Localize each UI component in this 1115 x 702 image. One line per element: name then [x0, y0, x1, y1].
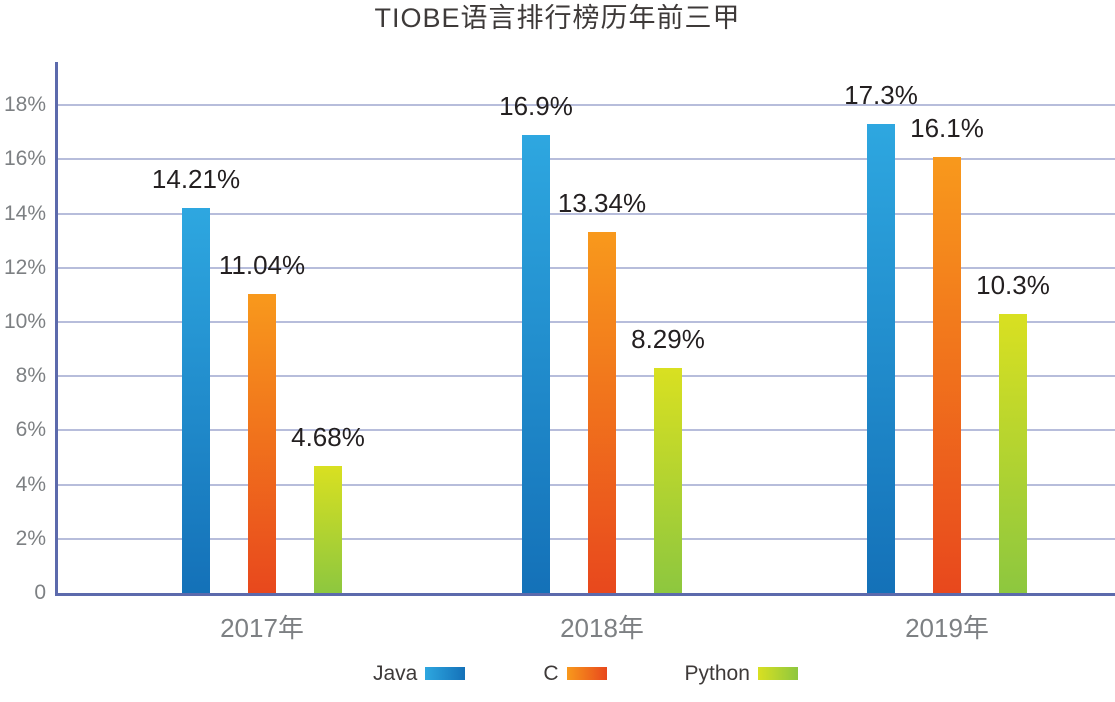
y-axis-line — [55, 62, 58, 596]
y-tick-label: 4% — [15, 472, 46, 496]
y-tick-label: 6% — [15, 418, 46, 442]
y-tick-label: 0 — [34, 581, 46, 604]
x-category-label-2019年: 2019年 — [905, 613, 989, 643]
legend: Java C Python — [373, 663, 798, 684]
y-tick-label: 12% — [3, 255, 46, 279]
gridline-10% — [58, 321, 1115, 323]
bar-value-label-python-2019年: 10.3% — [976, 269, 1050, 300]
legend-swatch-python — [757, 667, 798, 680]
chart-title: TIOBE语言排行榜历年前三甲 — [374, 3, 741, 33]
bar-value-label-c-2017年: 11.04% — [218, 249, 306, 280]
gridline-2% — [58, 537, 1115, 540]
gridline-8% — [58, 375, 1115, 378]
x-axis-line — [55, 593, 1115, 596]
bar-python-2018年 — [654, 368, 682, 593]
bar-value-label-python-2018年: 8.29% — [631, 324, 705, 355]
y-tick-label: 18% — [3, 93, 46, 117]
bar-value-label-java-2019年: 17.3% — [844, 80, 918, 111]
bar-python-2019年 — [999, 313, 1027, 593]
x-category-label-2018年: 2018年 — [560, 613, 644, 643]
bar-python-2017年 — [314, 466, 342, 593]
y-axis-tick-labels: 0 2% 4% 6% 8% 10% 12% 14% 16% 18% — [0, 62, 46, 604]
y-tick-label: 10% — [3, 310, 46, 333]
x-category-label-2017年: 2017年 — [220, 613, 304, 643]
legend-item-c: C — [543, 662, 607, 685]
legend-item-python: Python — [685, 663, 798, 684]
bar-value-label-java-2017年: 14.21% — [151, 163, 241, 194]
y-tick-label: 16% — [3, 147, 46, 171]
bar-value-label-c-2019年: 16.1% — [910, 112, 984, 143]
legend-label-c: C — [543, 662, 559, 685]
bar-value-label-c-2018年: 13.34% — [557, 187, 647, 218]
bar-c-2017年 — [248, 293, 276, 593]
gridline-6% — [58, 429, 1115, 432]
bar-java-2018年 — [522, 135, 550, 593]
gridline-14% — [58, 212, 1115, 215]
y-tick-label: 8% — [15, 364, 46, 388]
legend-label-java: Java — [373, 662, 418, 685]
legend-swatch-c — [566, 667, 607, 680]
legend-item-java: Java — [373, 662, 466, 685]
plot-area: 14.21% 16.9% 17.3% 11.04% 13.34% 16.1% 4.68% 8.… — [55, 62, 1115, 596]
y-tick-label: 14% — [3, 201, 46, 225]
legend-label-python: Python — [684, 662, 750, 685]
bar-java-2019年 — [867, 124, 895, 593]
bar-c-2018年 — [588, 231, 616, 593]
bar-value-label-java-2018年: 16.9% — [499, 91, 573, 122]
gridline-18% — [58, 104, 1115, 107]
gridline-4% — [58, 483, 1115, 486]
legend-swatch-java — [425, 667, 466, 680]
gridline-12% — [58, 266, 1115, 269]
bar-c-2019年 — [933, 156, 961, 593]
gridline-16% — [58, 158, 1115, 161]
bar-java-2017年 — [182, 207, 210, 593]
y-tick-label: 2% — [15, 526, 46, 550]
bar-value-label-python-2017年: 4.68% — [291, 422, 365, 453]
